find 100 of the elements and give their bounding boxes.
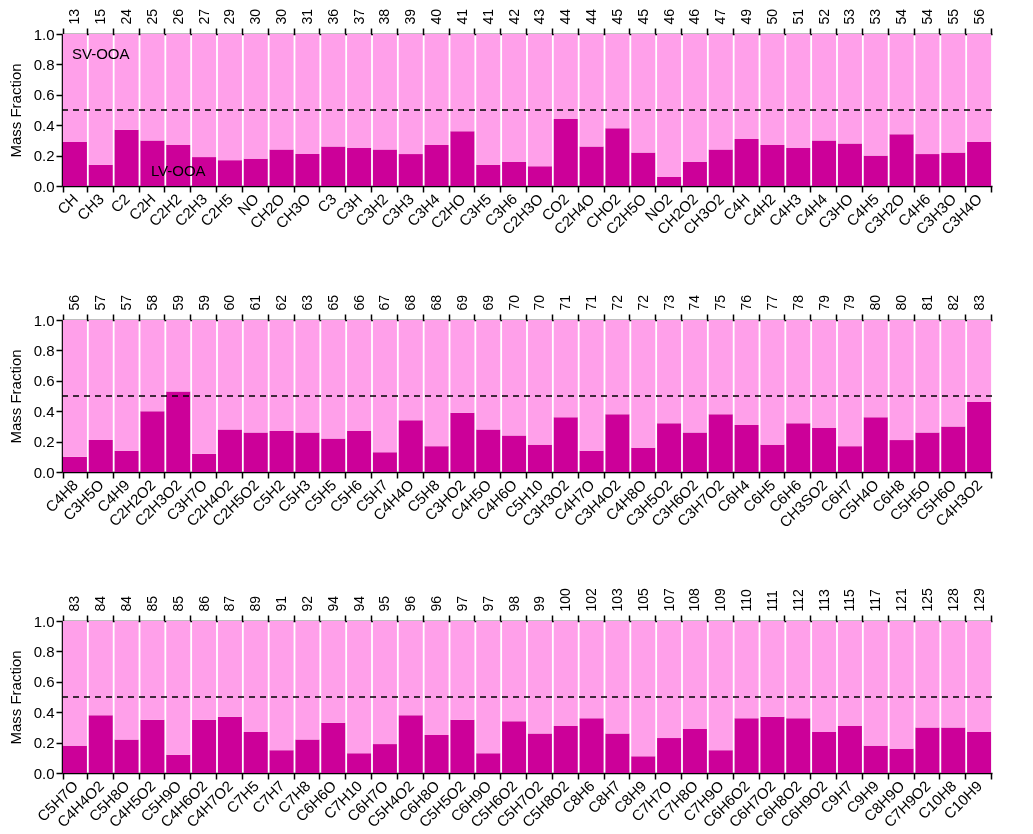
bar	[553, 417, 578, 472]
text: 26	[169, 8, 186, 25]
text: 70	[531, 294, 548, 311]
bar	[682, 161, 707, 186]
text: 36	[324, 8, 341, 25]
bar	[682, 320, 707, 433]
text: 115	[841, 588, 858, 612]
bar	[88, 164, 113, 186]
text: 81	[918, 294, 935, 311]
bar	[476, 164, 501, 186]
text: 69	[453, 294, 470, 311]
text: 83	[970, 294, 987, 311]
y-axis-title: Mass Fraction	[6, 650, 24, 745]
y-tick-label: 0.2	[33, 734, 55, 752]
bar	[863, 621, 888, 746]
text: 97	[453, 595, 470, 612]
text: 110	[738, 588, 755, 612]
bar	[502, 721, 527, 773]
bar	[657, 320, 682, 424]
bar	[217, 621, 242, 717]
bar	[682, 728, 707, 773]
text: 42	[505, 8, 522, 25]
text: 82	[944, 294, 961, 311]
bar	[553, 34, 578, 120]
text: 71	[557, 294, 574, 311]
bar	[527, 444, 552, 472]
text: 85	[169, 595, 186, 612]
text: 94	[350, 595, 367, 612]
text: 74	[686, 294, 703, 311]
bar	[837, 725, 862, 773]
text: 44	[557, 8, 574, 25]
bar	[708, 621, 733, 751]
bar	[786, 148, 811, 186]
bar	[657, 738, 682, 773]
text: 78	[789, 294, 806, 311]
bar	[941, 621, 966, 728]
text: 53	[841, 8, 858, 25]
text: 79	[841, 294, 858, 311]
bar	[372, 320, 397, 453]
bar	[88, 320, 113, 441]
y-tick-label: 0.2	[33, 433, 55, 451]
text: 94	[324, 595, 341, 612]
bar	[941, 34, 966, 153]
bar	[243, 320, 268, 433]
bar	[837, 143, 862, 186]
y-tick-label: 0.6	[33, 673, 55, 691]
text: 46	[660, 8, 677, 25]
text: 39	[402, 8, 419, 25]
bar	[863, 417, 888, 472]
bar	[192, 621, 217, 720]
text: 128	[944, 587, 961, 612]
text: 43	[531, 8, 548, 25]
bar	[243, 621, 268, 732]
bar	[553, 119, 578, 186]
bar	[812, 34, 837, 141]
text: 30	[273, 8, 290, 25]
bar	[321, 438, 346, 472]
bar	[657, 423, 682, 472]
text: 113	[815, 588, 832, 612]
text: 95	[376, 595, 393, 612]
bar	[398, 621, 423, 716]
bar	[967, 402, 992, 472]
text: 91	[273, 595, 290, 612]
bar	[657, 176, 682, 186]
text: 84	[92, 595, 109, 612]
bar	[243, 158, 268, 186]
bar	[708, 149, 733, 186]
bar	[941, 152, 966, 186]
y-tick-label: 0.2	[33, 147, 55, 165]
bar	[812, 731, 837, 773]
y-tick-label: 0.0	[33, 463, 55, 481]
y-axis-title: Mass Fraction	[6, 349, 24, 444]
text: 67	[376, 294, 393, 311]
bar	[502, 34, 527, 162]
text: 68	[428, 294, 445, 311]
bar	[372, 452, 397, 472]
text: 52	[815, 8, 832, 25]
bar	[837, 446, 862, 472]
text: 56	[66, 294, 83, 311]
bar	[527, 166, 552, 186]
bar	[812, 621, 837, 732]
text: 70	[505, 294, 522, 311]
text: 57	[118, 294, 135, 311]
text: 29	[221, 8, 238, 25]
bar	[631, 34, 656, 153]
y-tick-label: 0.4	[33, 402, 55, 420]
bar	[631, 756, 656, 773]
text: 40	[428, 8, 445, 25]
bar	[967, 34, 992, 142]
text: 83	[66, 595, 83, 612]
y-tick-label: 0.6	[33, 372, 55, 390]
bar	[786, 718, 811, 773]
text: 50	[763, 8, 780, 25]
bar	[476, 320, 501, 430]
bar	[62, 141, 87, 186]
text: 96	[402, 595, 419, 612]
bar	[321, 621, 346, 723]
bar	[502, 161, 527, 186]
text: 108	[686, 587, 703, 612]
y-axis-title: Mass Fraction	[6, 63, 24, 158]
